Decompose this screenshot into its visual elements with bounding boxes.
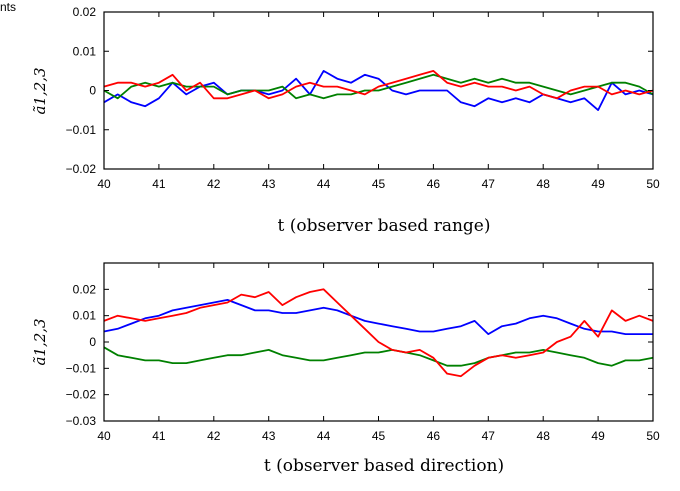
bottom-x-tick-label: 47 — [482, 429, 496, 443]
bottom-series-line-2 — [103, 288, 654, 378]
bottom-x-tick-label: 50 — [646, 429, 660, 443]
cropped-title-fragment: nts — [0, 0, 16, 14]
bottom-series-line-1 — [103, 346, 654, 367]
bottom-y-tick-label: 0.02 — [73, 282, 97, 296]
top-y-tick-label: −0.01 — [66, 123, 97, 137]
bottom-x-tick-label: 42 — [207, 429, 221, 443]
top-y-tick-label: −0.02 — [66, 162, 97, 176]
bottom-x-tick-label: 45 — [372, 429, 386, 443]
bottom-ticks: 40 41 42 43 44 45 46 47 48 49 50 −0.03 −0.02 −0.01 0 0.… — [66, 263, 660, 443]
bottom-y-tick-label: −0.01 — [66, 361, 97, 375]
top-y-tick-label: 0 — [89, 84, 96, 98]
top-x-tick-label: 44 — [317, 177, 331, 191]
bottom-y-tick-label: 0.01 — [73, 309, 97, 323]
top-y-tick-label: 0.01 — [73, 44, 97, 58]
bottom-x-tick-label: 44 — [317, 429, 331, 443]
top-xlabel: t (observer based range) — [278, 216, 491, 236]
top-panel: 40 41 42 43 44 45 46 47 48 49 50 −0.02 −0.01 0 0.01 0.0… — [31, 5, 660, 236]
top-series-line-2 — [103, 70, 654, 100]
top-y-tick-label: 0.02 — [73, 5, 97, 19]
bottom-y-tick-label: −0.02 — [66, 388, 97, 402]
top-x-tick-label: 46 — [427, 177, 441, 191]
bottom-panel: 40 41 42 43 44 45 46 47 48 49 50 −0.03 −0.02 −0.01 0 0.… — [31, 262, 660, 476]
bottom-series-line-0 — [103, 298, 653, 336]
top-x-tick-label: 50 — [646, 177, 660, 191]
top-series-group — [103, 70, 654, 111]
bottom-series-group — [103, 288, 654, 378]
top-series-line-1 — [103, 73, 654, 100]
top-x-tick-label: 41 — [152, 177, 166, 191]
bottom-x-tick-label: 49 — [591, 429, 605, 443]
top-ylabel: ã1,2,3 — [31, 67, 49, 114]
bottom-y-tick-label: −0.03 — [66, 414, 97, 428]
top-x-tick-label: 47 — [482, 177, 496, 191]
top-ticks: 40 41 42 43 44 45 46 47 48 49 50 −0.02 −0.01 0 0.01 0.0… — [66, 5, 660, 191]
bottom-ylabel: ã1,2,3 — [31, 318, 49, 365]
top-x-tick-label: 49 — [591, 177, 605, 191]
bottom-x-tick-label: 46 — [427, 429, 441, 443]
top-x-tick-label: 45 — [372, 177, 386, 191]
bottom-y-tick-label: 0 — [89, 335, 96, 349]
bottom-x-tick-label: 41 — [152, 429, 166, 443]
top-x-tick-label: 40 — [97, 177, 111, 191]
top-series-line-0 — [103, 70, 654, 111]
top-x-tick-label: 43 — [262, 177, 276, 191]
bottom-x-tick-label: 48 — [537, 429, 551, 443]
bottom-x-tick-label: 43 — [262, 429, 276, 443]
top-x-tick-label: 42 — [207, 177, 221, 191]
top-x-tick-label: 48 — [537, 177, 551, 191]
bottom-x-tick-label: 40 — [97, 429, 111, 443]
bottom-xlabel: t (observer based direction) — [264, 456, 504, 476]
